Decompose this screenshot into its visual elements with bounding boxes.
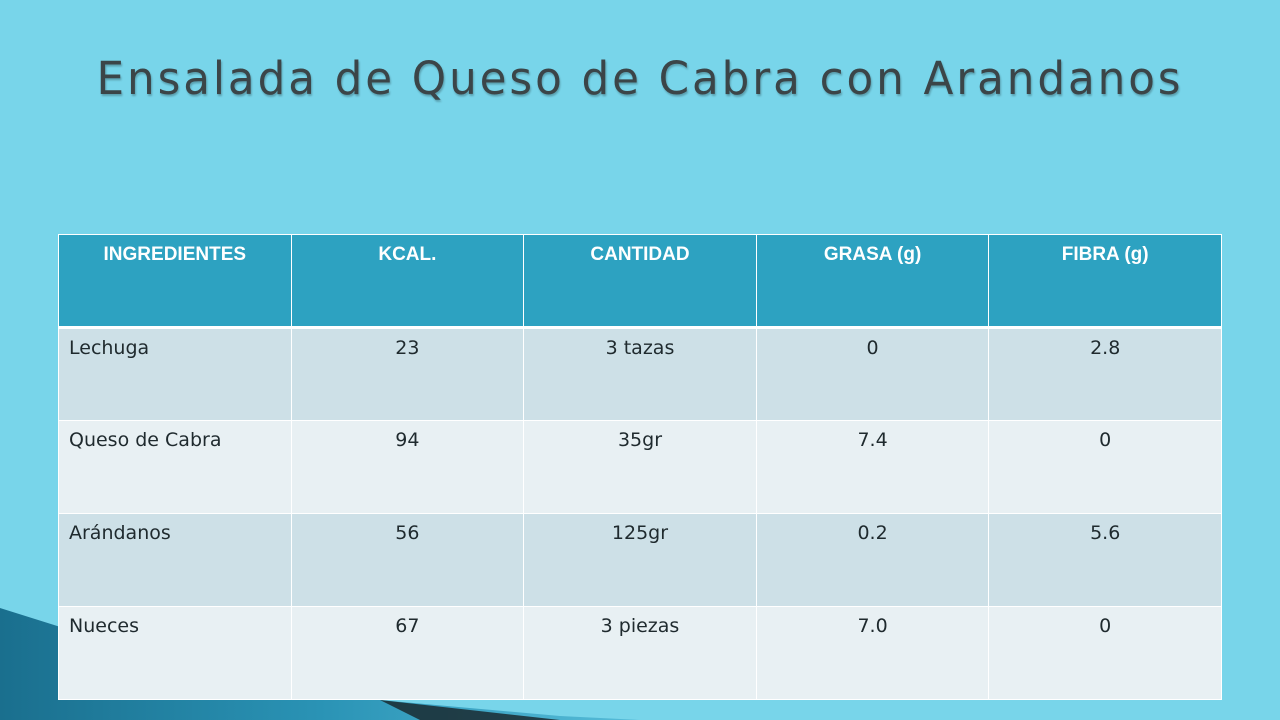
table-cell: 7.4 <box>755 420 990 514</box>
table-cell: Arándanos <box>58 513 292 607</box>
table-cell: 35gr <box>523 420 757 514</box>
table-cell: 67 <box>290 606 525 700</box>
table-row: Lechuga 23 3 tazas 0 2.8 <box>58 327 1222 421</box>
table-cell: 0 <box>988 420 1222 514</box>
table-header-row: INGREDIENTES KCAL. CANTIDAD GRASA (g) FI… <box>58 234 1222 329</box>
table-cell: 3 tazas <box>523 327 757 421</box>
column-header: GRASA (g) <box>755 234 990 329</box>
column-header: FIBRA (g) <box>988 234 1222 329</box>
column-header: INGREDIENTES <box>58 234 292 329</box>
nutrition-table: INGREDIENTES KCAL. CANTIDAD GRASA (g) FI… <box>58 234 1222 700</box>
table-cell: Queso de Cabra <box>58 420 292 514</box>
column-header: KCAL. <box>290 234 525 329</box>
table-cell: 0.2 <box>755 513 990 607</box>
table-cell: 23 <box>290 327 525 421</box>
table-row: Nueces 67 3 piezas 7.0 0 <box>58 606 1222 700</box>
table-cell: Nueces <box>58 606 292 700</box>
table-cell: 94 <box>290 420 525 514</box>
slide-title: Ensalada de Queso de Cabra con Arandanos <box>96 52 1184 105</box>
table-cell: 3 piezas <box>523 606 757 700</box>
table-cell: 0 <box>988 606 1222 700</box>
table-cell: 2.8 <box>988 327 1222 421</box>
table-row: Queso de Cabra 94 35gr 7.4 0 <box>58 420 1222 514</box>
table-row: Arándanos 56 125gr 0.2 5.6 <box>58 513 1222 607</box>
table-cell: 0 <box>755 327 990 421</box>
table-cell: 7.0 <box>755 606 990 700</box>
table-cell: Lechuga <box>58 327 292 421</box>
column-header: CANTIDAD <box>523 234 757 329</box>
table-cell: 125gr <box>523 513 757 607</box>
table-cell: 56 <box>290 513 525 607</box>
table-cell: 5.6 <box>988 513 1222 607</box>
